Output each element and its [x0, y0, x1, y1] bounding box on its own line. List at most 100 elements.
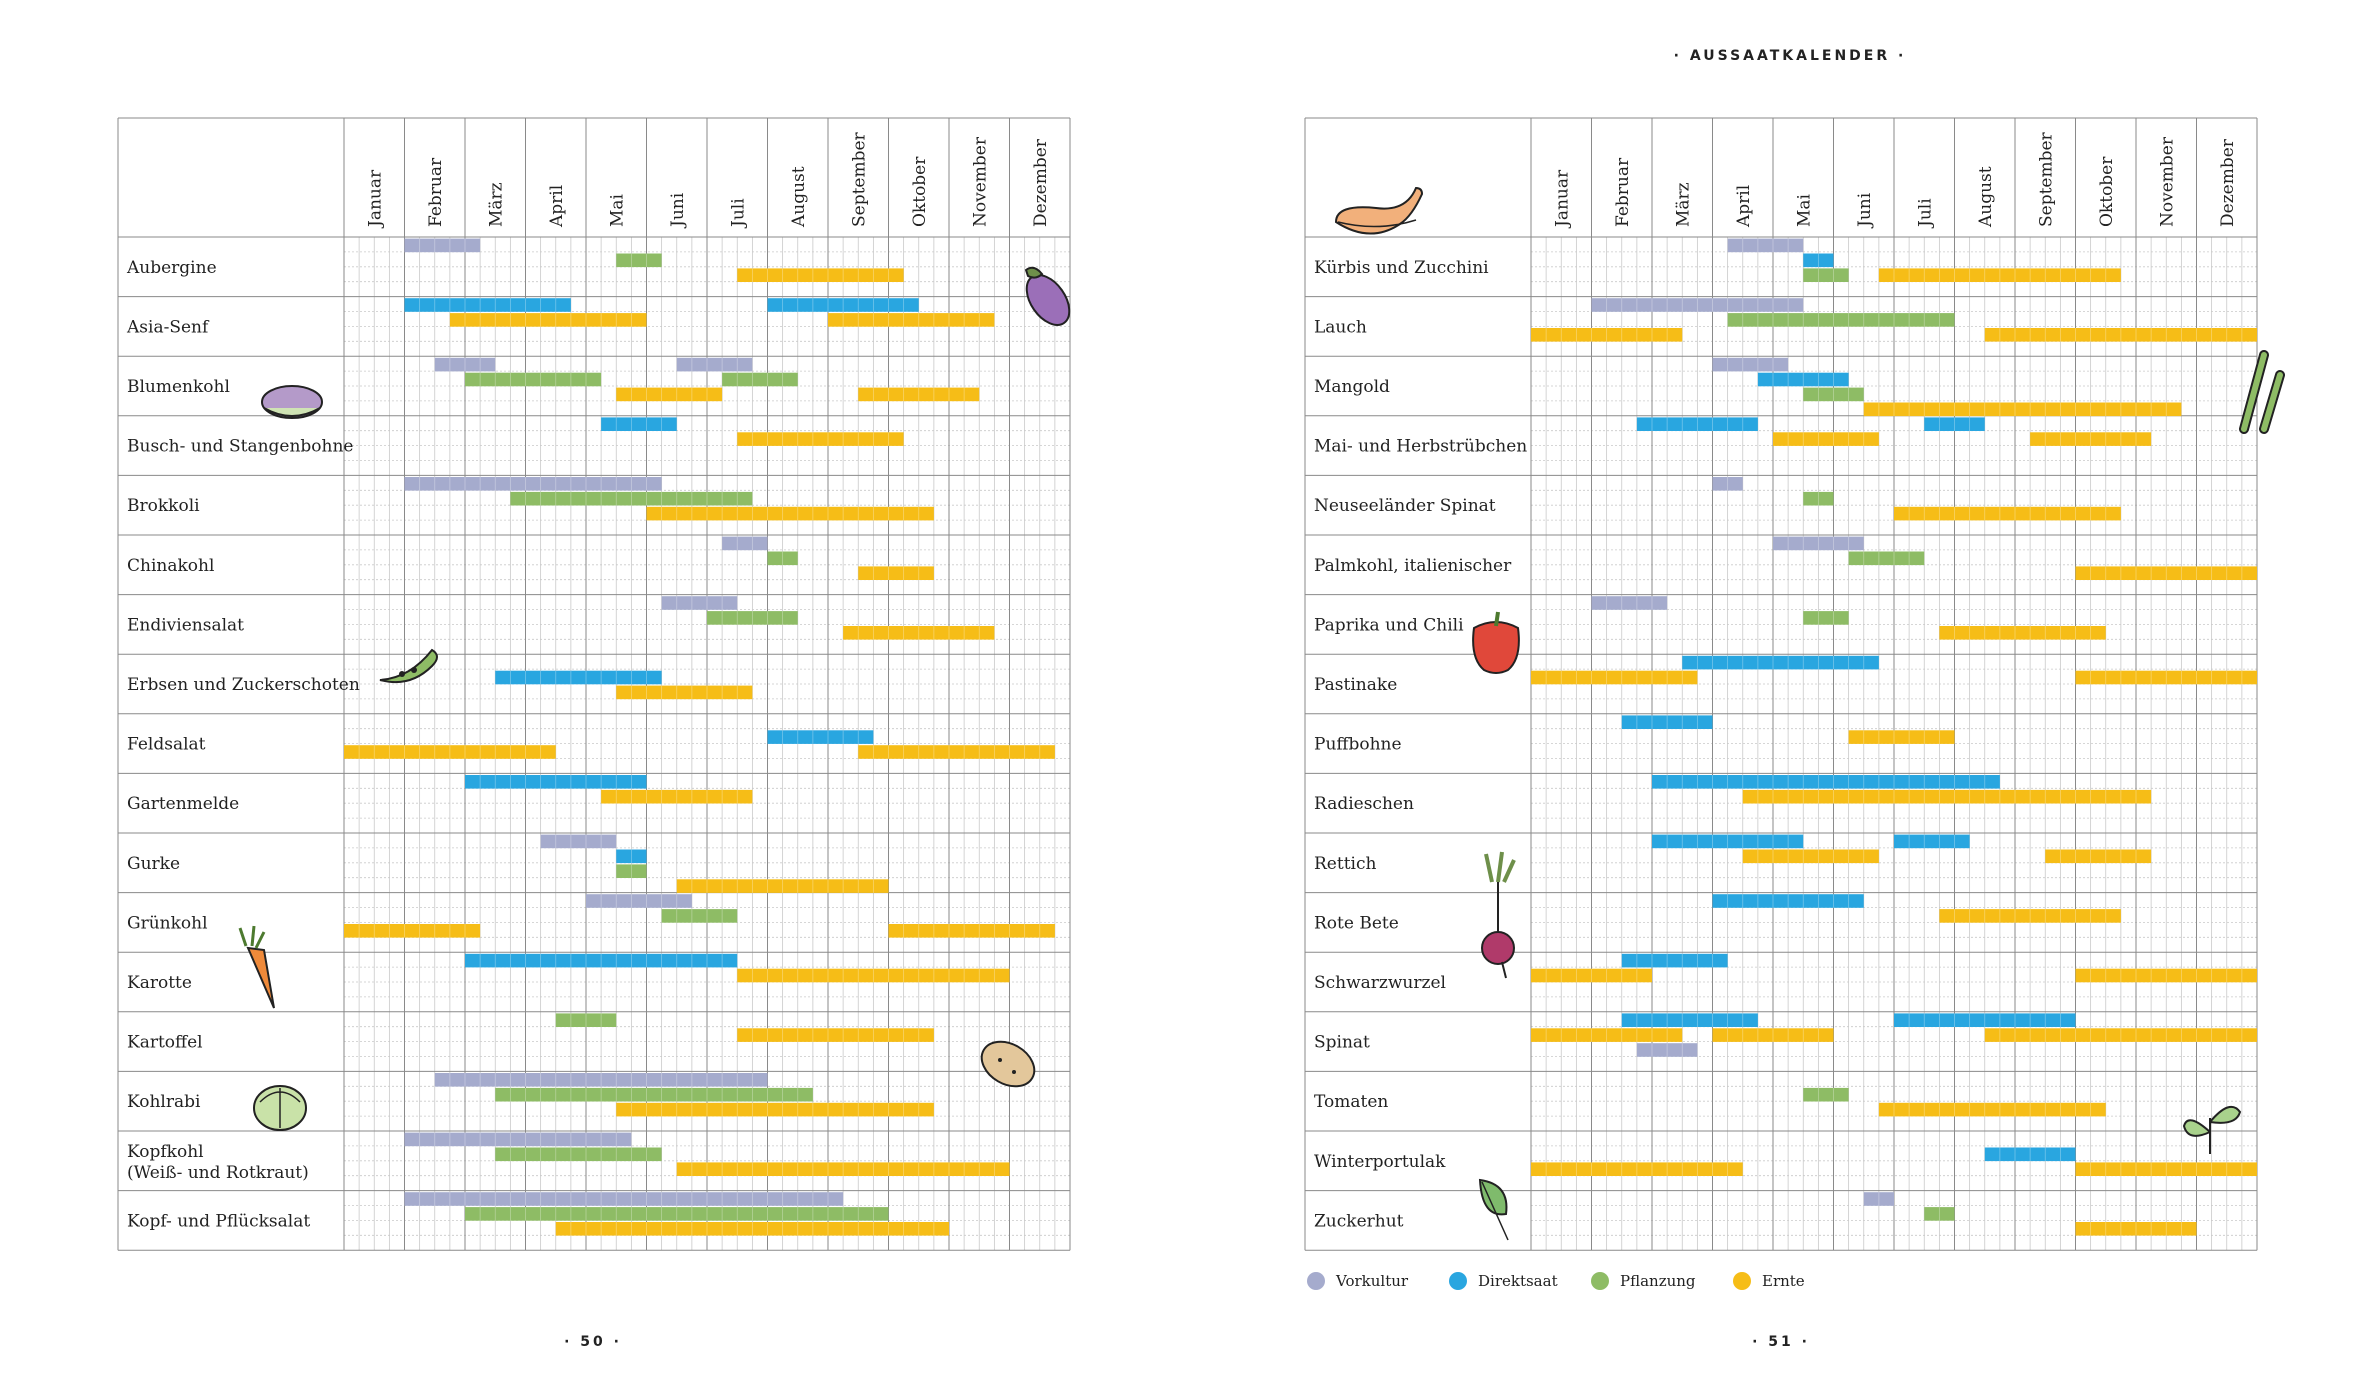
bar-ernte	[676, 1162, 1010, 1176]
bar-direktsaat	[495, 670, 662, 685]
calendar-page-1: Januar Februar März April Mai Juni Juli August S…	[117, 117, 1071, 1251]
bar-pflanzung	[465, 372, 602, 387]
bar-vorkultur	[540, 834, 617, 849]
bar-vorkultur	[434, 357, 496, 372]
month-label: August	[789, 166, 809, 228]
bar-ernte	[344, 924, 481, 938]
peapod-icon	[379, 648, 438, 684]
bar-ernte	[1773, 432, 1879, 446]
legend: Vorkultur Direktsaat Pflanzung Ernte	[1307, 1272, 1805, 1290]
bar-direktsaat	[1621, 953, 1728, 968]
bar-ernte	[2075, 968, 2257, 983]
calendar-page-2: Januar Februar März April Mai Juni Juli August S…	[1304, 117, 2258, 1251]
row-label: Schwarzwurzel	[1314, 973, 1446, 993]
row-label: Feldsalat	[127, 735, 206, 755]
bar-pflanzung	[465, 1207, 889, 1221]
bar-pflanzung	[1803, 268, 1849, 282]
bar-vorkultur	[586, 894, 692, 908]
bar-pflanzung	[1803, 1087, 1849, 1102]
bar-direktsaat	[1621, 1013, 1758, 1027]
eggplant-icon	[1024, 266, 1071, 326]
bar-direktsaat	[1924, 417, 1985, 431]
bar-ernte	[1878, 268, 2121, 282]
bar-vorkultur	[722, 536, 768, 551]
bar-ernte	[1531, 670, 1698, 685]
row-label: Kürbis und Zucchini	[1314, 258, 1489, 278]
bar-ernte	[2075, 566, 2257, 580]
row-label: Busch- und Stangenbohne	[127, 437, 354, 457]
month-label: August	[1976, 166, 1996, 228]
squash-icon	[1334, 186, 1424, 235]
legend-swatch-pflanzung	[1591, 1272, 1609, 1290]
bar-ernte	[858, 566, 934, 580]
row-label: Kopfkohl	[127, 1142, 204, 1162]
bar-pflanzung	[722, 372, 798, 387]
bar-pflanzung	[510, 491, 753, 506]
row-label: Mangold	[1314, 377, 1390, 397]
bar-pflanzung	[495, 1147, 662, 1162]
bar-direktsaat	[404, 298, 571, 312]
bar-ernte	[1531, 328, 1683, 342]
bar-ernte	[1984, 1028, 2257, 1042]
pepper-icon	[1472, 611, 1520, 674]
month-label: Juli	[1915, 198, 1935, 229]
month-label: November	[970, 136, 990, 227]
bar-vorkultur	[404, 238, 481, 253]
bar-ernte	[1531, 1028, 1683, 1042]
row-label: Asia-Senf	[126, 317, 210, 337]
row-label: Grünkohl	[127, 913, 208, 933]
legend-label: Vorkultur	[1335, 1272, 1409, 1290]
bar-direktsaat	[1803, 253, 1834, 268]
bar-ernte	[646, 506, 934, 521]
row-label: Aubergine	[126, 258, 217, 278]
bar-pflanzung	[1848, 551, 1925, 566]
page-number-left: · 50 ·	[564, 1334, 622, 1350]
bar-ernte	[1984, 328, 2257, 342]
month-label: Februar	[1613, 157, 1633, 227]
bar-direktsaat	[465, 953, 738, 968]
row-label: Puffbohne	[1314, 735, 1402, 755]
bar-pflanzung	[616, 864, 647, 878]
bar-ernte	[2045, 849, 2152, 864]
bar-vorkultur	[1773, 536, 1864, 551]
kohlrabi-icon	[253, 1085, 307, 1131]
month-label: September	[849, 131, 869, 227]
bar-ernte	[1863, 402, 2182, 417]
bar-vorkultur	[1591, 298, 1804, 312]
bar-pflanzung	[1924, 1207, 1955, 1221]
bar-pflanzung	[707, 611, 798, 625]
bar-ernte	[2075, 1162, 2257, 1176]
bar-ernte	[616, 685, 753, 700]
bar-ernte	[616, 1102, 934, 1117]
month-label: Oktober	[2097, 156, 2117, 227]
bar-ernte	[2075, 1222, 2197, 1236]
row-label: Gurke	[127, 854, 180, 874]
bar-ernte	[843, 626, 995, 640]
row-label: Endiviensalat	[127, 615, 244, 635]
month-label: März	[486, 182, 506, 227]
row-label: Neuseeländer Spinat	[1314, 496, 1496, 516]
bar-vorkultur	[404, 1192, 844, 1206]
row-label: Kohlrabi	[127, 1092, 201, 1112]
bar-vorkultur	[676, 357, 753, 372]
bar-ernte	[858, 387, 980, 402]
bar-ernte	[1742, 789, 2152, 804]
bar-pflanzung	[1803, 491, 1834, 506]
bar-ernte	[737, 968, 1010, 983]
row-label: Blumenkohl	[127, 377, 230, 397]
month-label: Mai	[1794, 193, 1814, 227]
legend-swatch-direktsaat	[1449, 1272, 1467, 1290]
bar-ernte	[2075, 670, 2257, 685]
bar-vorkultur	[1712, 357, 1789, 372]
bar-vorkultur	[1712, 477, 1743, 491]
bar-ernte	[1939, 626, 2106, 640]
bar-pflanzung	[616, 253, 662, 268]
bar-vorkultur	[404, 1132, 632, 1147]
calendar-pages: Januar Februar März April Mai Juni Juli August S…	[117, 117, 2258, 1251]
row-label: Karotte	[127, 973, 192, 993]
month-label: Dezember	[2218, 138, 2238, 227]
bar-ernte	[828, 313, 995, 327]
leek-icon	[2239, 350, 2285, 434]
legend-swatch-ernte	[1733, 1272, 1751, 1290]
